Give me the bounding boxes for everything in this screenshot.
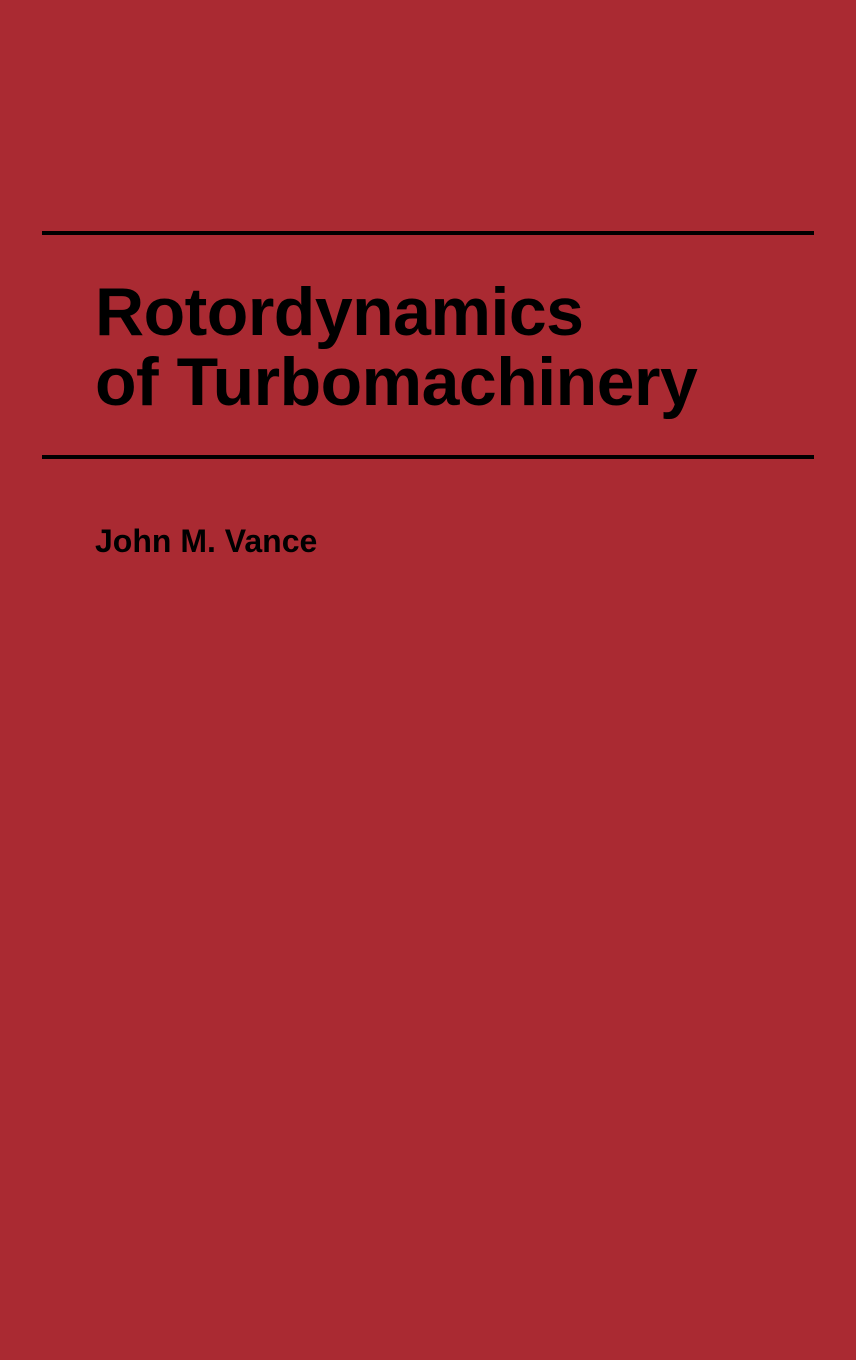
bottom-rule [42,455,814,459]
author-name: John M. Vance [95,523,317,560]
book-title: Rotordynamics of Turbomachinery [95,278,697,416]
top-rule [42,231,814,235]
title-line-1: Rotordynamics [95,278,697,346]
book-cover: Rotordynamics of Turbomachinery John M. … [0,0,856,1360]
title-line-2: of Turbomachinery [95,348,697,416]
